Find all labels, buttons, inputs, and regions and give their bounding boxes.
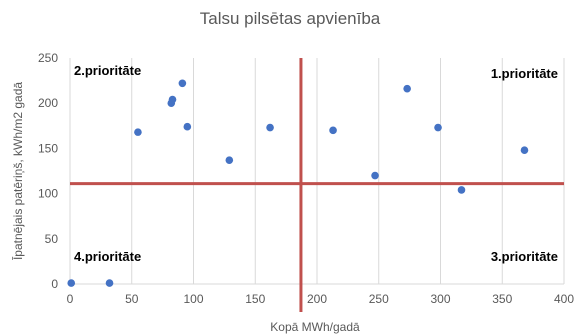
x-tick-label-8: 400 bbox=[554, 292, 574, 306]
data-point-10 bbox=[371, 171, 379, 180]
y-tick-label-4: 200 bbox=[38, 96, 58, 110]
reference-lines bbox=[70, 58, 564, 312]
x-tick-label-0: 0 bbox=[67, 292, 74, 306]
quadrant-label-top-left: 2.prioritāte bbox=[74, 63, 141, 78]
data-point-14 bbox=[520, 146, 529, 155]
data-point-0 bbox=[67, 279, 76, 287]
y-axis-label: Īpatnējais patēriņš, kWh/m2 gadā bbox=[11, 82, 25, 260]
x-tick-label-5: 250 bbox=[369, 292, 389, 306]
data-point-12 bbox=[434, 123, 442, 132]
x-tick-label-3: 150 bbox=[245, 292, 265, 306]
x-tick-label-6: 300 bbox=[430, 292, 450, 306]
quadrant-label-bottom-right: 3.prioritāte bbox=[491, 249, 558, 264]
data-point-8 bbox=[266, 123, 274, 132]
data-point-6 bbox=[183, 122, 192, 131]
y-tick-label-0: 0 bbox=[51, 277, 58, 291]
data-point-11 bbox=[403, 84, 411, 93]
grid-lines bbox=[69, 58, 565, 285]
quadrant-label-bottom-left: 4.prioritāte bbox=[74, 249, 141, 264]
data-point-1 bbox=[105, 279, 114, 287]
data-point-7 bbox=[225, 156, 234, 164]
x-axis-label: Kopā MWh/gadā bbox=[270, 320, 360, 334]
y-tick-label-3: 150 bbox=[38, 141, 58, 155]
y-tick-label-2: 100 bbox=[38, 187, 58, 201]
quadrant-label-top-right: 1.prioritāte bbox=[491, 66, 558, 81]
x-tick-label-2: 100 bbox=[183, 292, 203, 306]
x-tick-label-4: 200 bbox=[307, 292, 327, 306]
data-point-5 bbox=[178, 79, 187, 88]
x-tick-labels: 0 50 100 150 200 250 300 350 400 bbox=[67, 292, 575, 306]
y-tick-labels: 0 50 100 150 200 250 bbox=[38, 51, 58, 291]
data-point-4 bbox=[168, 95, 177, 104]
data-point-2 bbox=[134, 128, 142, 136]
data-point-9 bbox=[329, 126, 337, 135]
y-tick-label-1: 50 bbox=[45, 232, 59, 246]
chart-title: Talsu pilsētas apvienība bbox=[200, 9, 381, 28]
y-tick-label-5: 250 bbox=[38, 51, 58, 65]
data-points bbox=[67, 79, 529, 287]
x-tick-label-7: 350 bbox=[492, 292, 512, 306]
data-point-13 bbox=[457, 186, 466, 194]
x-tick-label-1: 50 bbox=[125, 292, 139, 306]
